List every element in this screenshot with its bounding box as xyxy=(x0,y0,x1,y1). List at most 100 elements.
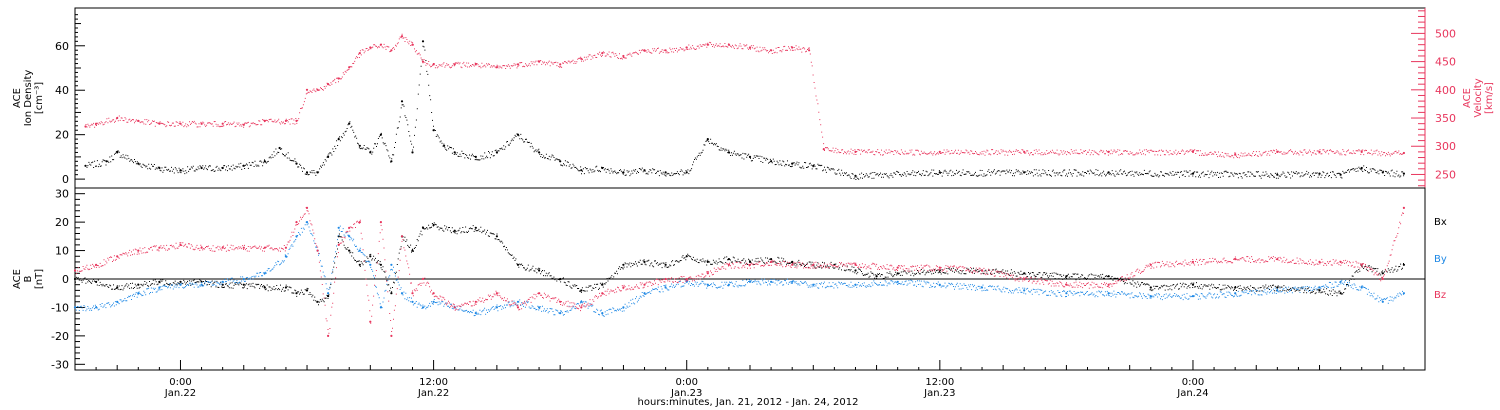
bx-series-point xyxy=(1149,286,1152,289)
bz-series xyxy=(73,206,1405,337)
bx-series-point xyxy=(538,269,541,272)
by-series-point xyxy=(305,221,309,224)
bz-series-point xyxy=(242,246,245,249)
legend-bz: Bz xyxy=(1434,290,1446,301)
bz-series-point xyxy=(938,266,941,269)
bx-series-point xyxy=(73,277,77,281)
bx-series-point xyxy=(242,283,245,286)
bx-series-point xyxy=(263,286,266,289)
by-series-point xyxy=(369,263,372,266)
b-tick-label: 0 xyxy=(62,273,69,286)
bz-series-point xyxy=(812,263,815,266)
density-series-point xyxy=(559,160,562,163)
x-tick-time-label: 0:00 xyxy=(675,377,697,388)
by-series-point xyxy=(390,263,393,266)
by-series-point xyxy=(200,283,203,286)
bz-series-point xyxy=(453,306,456,309)
density-axis-title-line: Ion Density xyxy=(23,70,34,127)
velocity-series-point xyxy=(1191,150,1195,153)
bx-series-point xyxy=(379,263,382,266)
x-tick-date-label: Jan.22 xyxy=(417,388,449,399)
x-tick-time-label: 12:00 xyxy=(925,377,954,388)
velocity-series-point xyxy=(822,148,825,151)
bx-series-point xyxy=(284,286,287,289)
legend-bx: Bx xyxy=(1434,217,1447,228)
velocity-series-point xyxy=(1234,153,1237,156)
density-series-point xyxy=(664,171,667,174)
velocity-series-point xyxy=(400,35,404,38)
x-axis-label: hours:minutes, Jan. 21, 2012 - Jan. 24, … xyxy=(638,397,859,408)
x-tick-time-label: 0:00 xyxy=(169,377,191,388)
by-series-point xyxy=(727,283,731,286)
density-series-point xyxy=(1339,173,1342,176)
bz-series-point xyxy=(706,272,709,275)
velocity-axis-title-line: [km/s] xyxy=(1484,82,1495,114)
velocity-series-point xyxy=(358,52,361,55)
velocity-tick-label: 250 xyxy=(1435,168,1456,181)
density-axis-title-line: [cm⁻³] xyxy=(34,82,45,114)
bz-series-point xyxy=(896,266,899,269)
by-series-point xyxy=(432,300,435,303)
bz-series-point xyxy=(791,263,794,266)
density-tick-label: 40 xyxy=(55,84,69,97)
bz-series-point xyxy=(400,235,404,238)
b-axis-title-line: ACE xyxy=(12,269,23,289)
bz-series-point xyxy=(411,292,414,295)
by-series-point xyxy=(1065,292,1068,295)
density-tick-label: 60 xyxy=(55,40,69,53)
b-tick-label: 30 xyxy=(55,188,69,201)
velocity-series-point xyxy=(421,60,425,63)
bz-series-point xyxy=(316,249,319,252)
velocity-series-point xyxy=(580,57,583,60)
bx-series xyxy=(73,222,1405,306)
density-series-point xyxy=(538,151,541,154)
x-tick-time-label: 0:00 xyxy=(1182,377,1204,388)
by-series-point xyxy=(601,312,604,315)
by-series-point xyxy=(337,226,340,229)
by-series-point xyxy=(137,292,140,295)
bx-series-point xyxy=(495,235,498,238)
velocity-series-point xyxy=(453,63,456,66)
density-tick-label: 0 xyxy=(62,173,69,186)
velocity-series-point xyxy=(284,119,287,122)
legend-by: By xyxy=(1434,254,1447,265)
bz-series-point xyxy=(685,277,688,281)
density-series-point xyxy=(1360,166,1363,170)
bx-series-point xyxy=(643,260,646,263)
density-series-point xyxy=(854,174,857,177)
bz-series-point xyxy=(580,306,583,309)
velocity-axis-title: ACE Velocity [km/s] xyxy=(1462,78,1495,117)
b-axis-title: ACE B [nT] xyxy=(12,269,45,289)
bz-series-scatter xyxy=(75,207,1404,334)
density-series-scatter xyxy=(85,45,1405,180)
b-tick-label: 20 xyxy=(55,216,69,229)
bz-series-point xyxy=(727,263,731,266)
by-series-point xyxy=(1276,289,1279,292)
velocity-tick-label: 500 xyxy=(1435,27,1456,40)
density-axis-title: ACE Ion Density [cm⁻³] xyxy=(12,70,45,127)
bx-series-point xyxy=(369,255,372,258)
by-series-point xyxy=(664,286,667,289)
bz-series-point xyxy=(390,334,393,337)
by-series-point xyxy=(896,280,899,283)
bz-series-point xyxy=(1191,260,1195,263)
x-tick-date-label: Jan.23 xyxy=(923,388,955,399)
b-tick-label: -30 xyxy=(51,358,69,371)
b-tick-label: -20 xyxy=(51,330,69,343)
x-tick-date-label: Jan.24 xyxy=(1176,388,1208,399)
density-series-point xyxy=(358,144,361,147)
velocity-series-point xyxy=(295,119,298,122)
bz-series-point xyxy=(379,221,382,224)
velocity-series-point xyxy=(221,122,224,125)
by-series-point xyxy=(538,306,541,309)
bz-series-point xyxy=(748,263,752,266)
bz-series-point xyxy=(495,292,498,295)
density-series-point xyxy=(411,151,414,154)
velocity-tick-label: 300 xyxy=(1435,140,1456,153)
bx-series-point xyxy=(453,229,456,232)
by-series-point xyxy=(643,292,646,295)
bz-series-point xyxy=(327,334,330,337)
bx-series-point xyxy=(474,226,477,229)
velocity-axis-title-line: Velocity xyxy=(1473,78,1484,117)
